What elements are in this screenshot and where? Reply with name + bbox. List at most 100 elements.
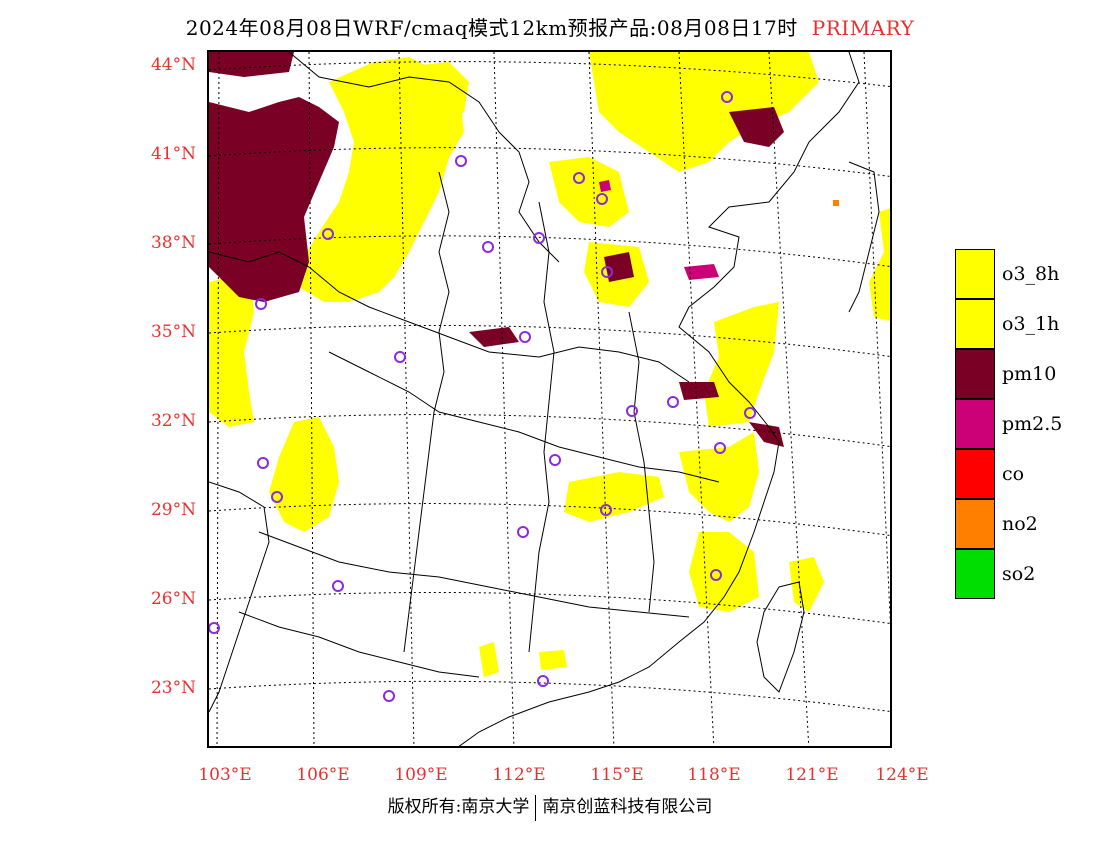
lon-line-112 [493, 52, 515, 746]
legend-label: so2 [1002, 563, 1036, 585]
station-circle [710, 569, 722, 581]
lon-label: 112°E [492, 765, 546, 785]
lon-label: 109°E [394, 765, 448, 785]
legend-item-so2: so2 [955, 549, 1095, 599]
legend-swatch [955, 399, 995, 449]
legend-item-o3-1h: o3_1h [955, 299, 1095, 349]
legend-label: o3_1h [1002, 313, 1060, 335]
station-circle [667, 396, 679, 408]
station-circle [455, 155, 467, 167]
graticule [209, 52, 890, 746]
o3-area-sichuan [269, 417, 339, 532]
station-circle [383, 690, 395, 702]
boundary-coast [458, 52, 860, 746]
legend-swatch [955, 349, 995, 399]
map-title: 2024年08月08日WRF/cmaq模式12km预报产品:08月08日17时 P… [0, 12, 1100, 41]
boundary-central [328, 351, 720, 483]
pm10-area-shanghai [749, 422, 784, 447]
boundary-mid-ns-1 [403, 171, 450, 653]
pm25-area-beijing [599, 180, 611, 192]
legend: o3_8h o3_1h pm10 pm2.5 co no2 so2 [955, 249, 1095, 599]
lon-line-106 [308, 52, 315, 746]
legend-label: pm2.5 [1002, 413, 1063, 435]
legend-item-pm10: pm10 [955, 349, 1095, 399]
lon-label: 121°E [785, 765, 839, 785]
station-circle [255, 298, 267, 310]
lat-label: 23°N [150, 678, 196, 698]
legend-swatch [955, 499, 995, 549]
forecast-map [207, 50, 892, 748]
legend-swatch [955, 249, 995, 299]
copyright-footer: 版权所有:南京大学 南京创蓝科技有限公司 [0, 792, 1100, 821]
pm10-area-top [209, 52, 294, 77]
lon-label: 115°E [590, 765, 644, 785]
lon-label: 106°E [296, 765, 350, 785]
o3-area-ne [589, 52, 819, 172]
legend-swatch [955, 549, 995, 599]
lat-line-26 [209, 591, 890, 624]
station-circle [533, 232, 545, 244]
station-circle [573, 172, 585, 184]
lon-line-115 [588, 52, 615, 746]
boundary-taiwan [756, 581, 805, 693]
pm10-areas [209, 52, 784, 447]
legend-label: pm10 [1002, 363, 1057, 385]
lat-label: 29°N [150, 500, 196, 520]
station-circle [744, 407, 756, 419]
station-circle [549, 454, 561, 466]
station-circle [519, 331, 531, 343]
o3-area-west [209, 272, 254, 427]
station-circle [482, 241, 494, 253]
legend-label: o3_8h [1002, 263, 1060, 285]
footer-right: 南京创蓝科技有限公司 [542, 797, 713, 817]
boundary-sw [238, 611, 480, 678]
station-circle [721, 91, 733, 103]
o3-area-jiangxi [564, 472, 664, 522]
footer-left: 版权所有:南京大学 [387, 797, 530, 817]
o3-area-taiwan [789, 557, 824, 612]
lat-label: 32°N [150, 411, 196, 431]
legend-swatch [955, 449, 995, 499]
map-canvas [209, 52, 890, 746]
station-circle [600, 504, 612, 516]
pm10-area-inner-mongolia [209, 97, 339, 302]
station-circle [271, 491, 283, 503]
station-circle [596, 193, 608, 205]
stations [209, 91, 756, 702]
lon-line-121 [768, 52, 810, 746]
legend-label: no2 [1002, 513, 1038, 535]
station-circle [209, 622, 220, 634]
footer-separator [535, 794, 537, 821]
station-circle [394, 351, 406, 363]
station-circle [517, 526, 529, 538]
station-circle [626, 405, 638, 417]
lon-line-109 [398, 52, 415, 746]
station-circle [714, 442, 726, 454]
o3-area-jiangsu [704, 302, 779, 427]
station-circle [332, 580, 344, 592]
pm10-area-henan [469, 327, 519, 347]
o3-areas [209, 52, 890, 677]
lon-line-124 [863, 52, 890, 627]
legend-item-no2: no2 [955, 499, 1095, 549]
lon-line-103 [216, 52, 220, 746]
station-circle [537, 675, 549, 687]
o3-area-hebei [549, 157, 629, 227]
o3-area-coast-east [869, 208, 890, 321]
station-circle [322, 228, 334, 240]
station-circle [601, 266, 613, 278]
o3-area-guangdong [539, 650, 567, 670]
boundary-west [209, 481, 270, 713]
o3-area-fujian [689, 532, 759, 612]
lon-label: 118°E [687, 765, 741, 785]
lon-line-118 [678, 52, 715, 746]
lat-label: 38°N [150, 233, 196, 253]
boundary-korea [848, 161, 880, 313]
lon-label: 103°E [198, 765, 252, 785]
o3-area-zhejiang [679, 432, 759, 522]
boundary-mid-ns-3 [628, 311, 655, 613]
boundary-inner [209, 251, 690, 383]
o3-area-northwest [359, 62, 469, 132]
pm25-areas [599, 180, 719, 280]
legend-label: co [1002, 463, 1025, 485]
